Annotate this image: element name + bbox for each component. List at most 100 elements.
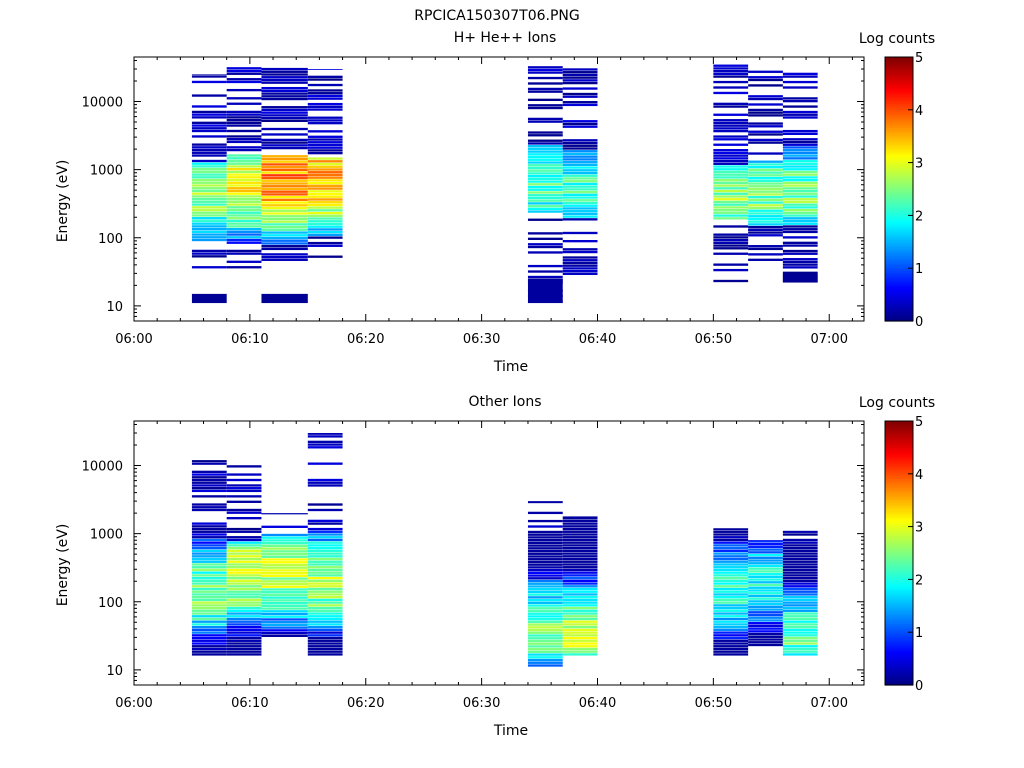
- spectrogram-bin: [748, 171, 783, 174]
- x-tick-label: 06:10: [231, 332, 268, 347]
- spectrogram-bin: [782, 80, 818, 84]
- spectrogram-bin: [191, 598, 227, 602]
- colorbar-swatch: [885, 98, 913, 102]
- spectrogram-bin: [782, 187, 818, 190]
- spectrogram-bin: [782, 574, 818, 577]
- spectrogram-bin: [226, 97, 262, 100]
- spectrogram-bin: [562, 155, 598, 158]
- spectrogram-bin: [307, 546, 343, 550]
- spectrogram-bin: [226, 184, 262, 187]
- colorbar-swatch: [885, 250, 913, 254]
- spectrogram-bin: [782, 195, 818, 198]
- spectrogram-bin: [562, 536, 598, 539]
- spectrogram-bin: [562, 71, 598, 74]
- spectrogram-bin: [226, 560, 262, 563]
- spectrogram-bin: [748, 562, 783, 565]
- colorbar-swatch: [885, 678, 913, 682]
- spectrogram-bin: [307, 519, 343, 523]
- spectrogram-bin: [713, 650, 749, 653]
- spectrogram-bin: [226, 217, 262, 220]
- colorbar-swatch: [885, 590, 913, 594]
- spectrogram-bin: [527, 642, 563, 645]
- spectrogram-bin: [191, 620, 227, 623]
- spectrogram-bin: [713, 642, 749, 645]
- spectrogram-bin: [713, 541, 749, 544]
- spectrogram-bin: [713, 634, 749, 637]
- colorbar-tick-label: 4: [915, 104, 923, 119]
- spectrogram-bin: [713, 80, 749, 84]
- colorbar-swatch: [885, 158, 913, 161]
- spectrogram-bin: [226, 230, 262, 233]
- spectrogram-bin: [226, 579, 262, 583]
- spectrogram-bin: [562, 272, 598, 276]
- spectrogram-bin: [307, 566, 343, 569]
- spectrogram-bin: [226, 576, 262, 580]
- spectrogram-bin: [226, 617, 262, 621]
- spectrogram-bin: [713, 91, 749, 95]
- spectrogram-bin: [748, 597, 783, 600]
- spectrogram-bin: [191, 566, 227, 569]
- colorbar-swatch: [885, 630, 913, 633]
- spectrogram-bin: [748, 605, 783, 609]
- spectrogram-bin: [261, 215, 308, 218]
- colorbar-swatch: [885, 261, 913, 265]
- spectrogram-bin: [226, 473, 262, 476]
- spectrogram-bin: [782, 576, 818, 580]
- spectrogram-bin: [527, 511, 563, 515]
- colorbar-tick-label: 2: [915, 209, 923, 224]
- spectrogram-bin: [307, 151, 343, 155]
- spectrogram-bin: [782, 538, 818, 542]
- y-tick-label: 10000: [82, 460, 123, 475]
- spectrogram-bin: [748, 619, 783, 622]
- spectrogram-bin: [261, 547, 308, 550]
- spectrogram-bin: [261, 174, 308, 177]
- spectrogram-bin: [562, 642, 598, 645]
- spectrogram-bin: [191, 181, 227, 184]
- colorbar-tick-label: 2: [915, 573, 923, 588]
- colorbar-swatch: [885, 140, 913, 144]
- colorbar-swatch: [885, 149, 913, 153]
- colorbar-swatch: [885, 274, 913, 278]
- spectrogram-bin: [226, 508, 262, 512]
- spectrogram-bin: [527, 169, 563, 172]
- spectrogram-bin: [307, 146, 343, 149]
- spectrogram-bin: [748, 559, 783, 562]
- colorbar-swatch: [885, 202, 913, 205]
- spectrogram-bin: [226, 225, 262, 228]
- spectrogram-bin: [191, 470, 227, 473]
- colorbar-swatch: [885, 674, 913, 677]
- colorbar-swatch: [885, 180, 913, 183]
- spectrogram-bin: [307, 481, 343, 484]
- spectrogram-bin: [782, 157, 818, 160]
- spectrogram-bin: [713, 165, 749, 168]
- spectrogram-bin: [191, 639, 227, 642]
- y-tick-label: 10: [106, 300, 123, 315]
- spectrogram-bin: [307, 615, 343, 618]
- spectrogram-bin: [562, 519, 598, 523]
- spectrogram-bin: [191, 626, 227, 629]
- spectrogram-bin: [226, 241, 262, 244]
- spectrogram-bin: [748, 114, 783, 117]
- colorbar-swatch: [885, 555, 913, 558]
- colorbar-swatch: [885, 649, 913, 653]
- spectrogram-bin: [562, 582, 598, 585]
- spectrogram-bin: [307, 78, 343, 81]
- spectrogram-bin: [191, 615, 227, 618]
- spectrogram-bin: [782, 631, 818, 634]
- colorbar-swatch: [885, 224, 913, 227]
- spectrogram-bin: [261, 615, 308, 618]
- spectrogram-bin: [713, 596, 749, 599]
- spectrogram-bin: [527, 615, 563, 618]
- colorbar-swatch: [885, 277, 913, 280]
- colorbar-swatch: [885, 438, 913, 442]
- spectrogram-bin: [191, 208, 227, 212]
- spectrogram-bin: [527, 552, 563, 555]
- colorbar-swatch: [885, 599, 913, 602]
- spectrogram-bin: [226, 266, 262, 269]
- colorbar-swatch: [885, 263, 913, 267]
- spectrogram-bin: [226, 222, 262, 225]
- colorbar-swatch: [885, 272, 913, 276]
- colorbar-swatch: [885, 647, 913, 651]
- colorbar-swatch: [885, 495, 913, 499]
- spectrogram-bin: [307, 157, 343, 160]
